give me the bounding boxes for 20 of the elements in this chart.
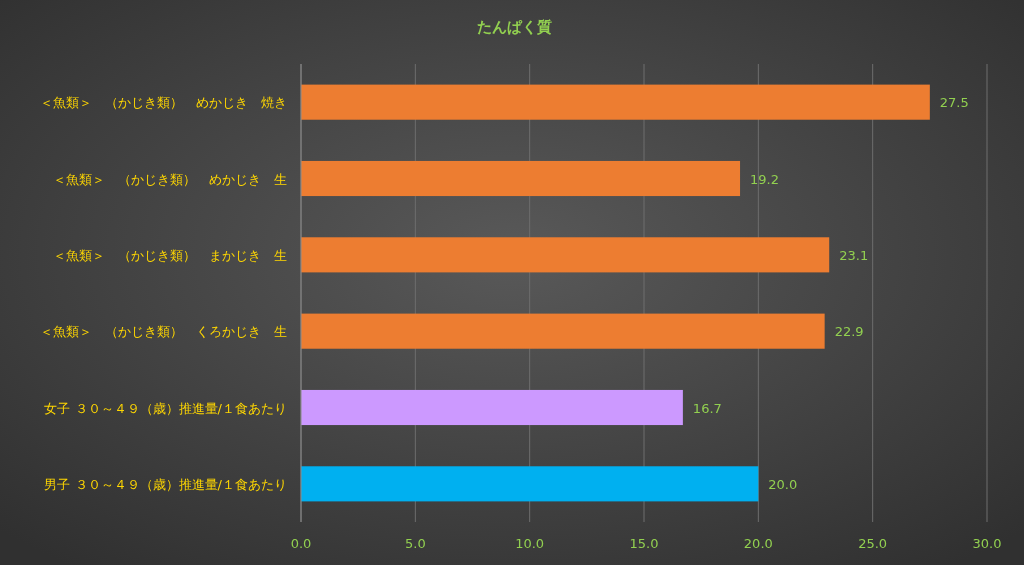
y-tick-label: ＜魚類＞ （かじき類） くろかじき 生	[40, 324, 287, 340]
data-label: 23.1	[839, 247, 869, 263]
x-tick-label: 5.0	[404, 536, 426, 551]
y-tick-label: 男子 ３０～４９（歳）推進量/１食あたり	[44, 476, 287, 492]
data-label: 20.0	[768, 476, 798, 492]
data-label: 27.5	[939, 95, 969, 111]
x-tick-label: 10.0	[515, 536, 545, 551]
data-label: 22.9	[834, 324, 864, 340]
x-tick-label: 20.0	[743, 536, 773, 551]
y-tick-label: ＜魚類＞ （かじき類） まかじき 生	[53, 247, 287, 263]
y-tick-label: ＜魚類＞ （かじき類） めかじき 生	[53, 171, 287, 187]
y-tick-label: ＜魚類＞ （かじき類） めかじき 焼き	[40, 95, 287, 111]
x-tick-label: 0.0	[290, 536, 312, 551]
y-tick-label: 女子 ３０～４９（歳）推進量/１食あたり	[44, 400, 287, 416]
chart-title: たんぱく質	[476, 18, 552, 36]
data-label: 19.2	[750, 171, 779, 187]
x-tick-label: 30.0	[972, 536, 1002, 551]
x-tick-label: 25.0	[858, 536, 888, 551]
data-label: 16.7	[692, 400, 722, 416]
x-tick-label: 15.0	[629, 536, 659, 551]
